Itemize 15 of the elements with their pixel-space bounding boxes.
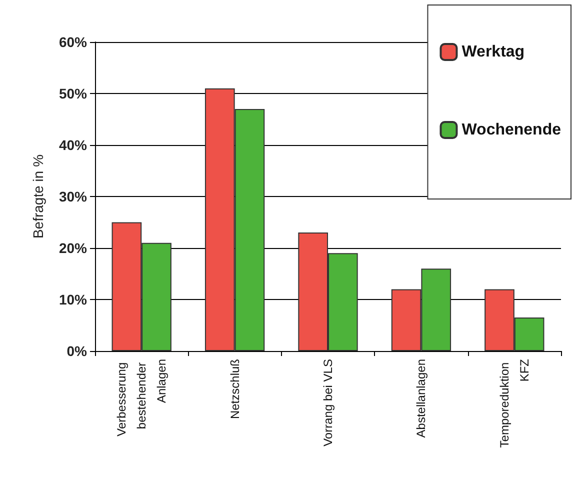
y-tick-label: 40% [58,137,88,153]
x-tick-label: Abstellanlagen [414,359,428,438]
x-tick-label: Vorrang bei VLS [321,359,335,446]
y-tick-label: 10% [58,292,88,308]
legend-label: Wochenende [462,122,562,138]
y-axis-title: Befragte in % [30,154,46,239]
x-tick-label: Netzschluß [228,359,242,420]
y-tick-label: 30% [58,188,88,204]
y-tick-label: 20% [58,240,88,256]
y-tick-label: 50% [58,86,88,102]
x-tick-label: Verbesserung bestehender Anlagen [114,359,169,436]
x-tick-label: Temporeduktion KFZ [497,359,532,448]
y-tick-label: 0% [66,343,88,359]
legend-label: Werktag [462,44,525,60]
y-tick-label: 60% [58,34,88,50]
